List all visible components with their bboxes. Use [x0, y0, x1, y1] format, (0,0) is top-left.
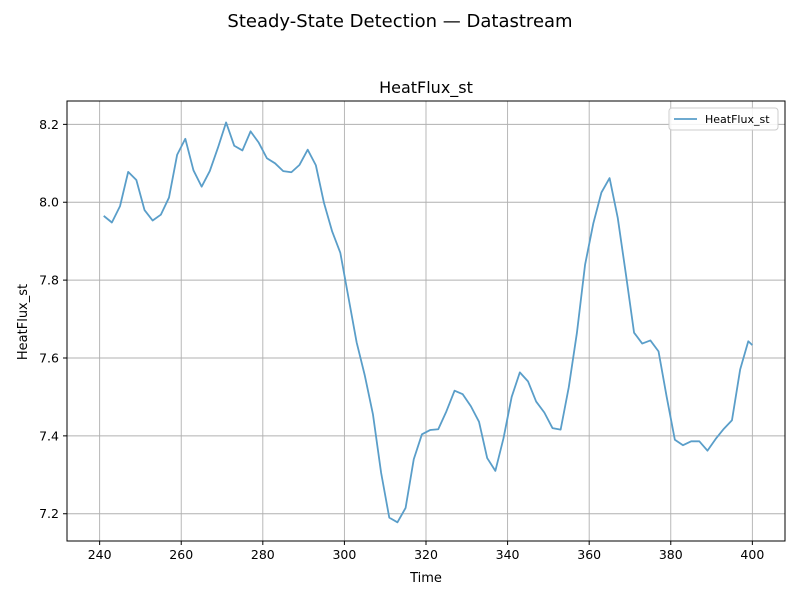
x-axis-ticks: 240 260 280 300 320 340 360 380 400	[88, 541, 764, 562]
x-axis-label: Time	[409, 571, 442, 586]
plot-area	[103, 121, 753, 524]
x-tick-label: 320	[414, 547, 438, 562]
x-tick-label: 280	[251, 547, 275, 562]
y-tick-label: 7.2	[39, 506, 59, 521]
y-tick-label: 7.4	[39, 428, 59, 443]
legend-box	[668, 107, 779, 131]
series-line	[103, 121, 753, 524]
x-tick-label: 360	[577, 547, 601, 562]
x-tick-label: 240	[88, 547, 112, 562]
x-tick-label: 380	[659, 547, 683, 562]
x-tick-label: 340	[496, 547, 520, 562]
y-axis-ticks: 7.2 7.4 7.6 7.8 8.0 8.2	[39, 117, 67, 521]
y-tick-label: 8.0	[39, 195, 59, 210]
legend-label: HeatFlux_st	[705, 113, 770, 126]
legend: HeatFlux_st	[668, 107, 779, 131]
x-tick-label: 400	[740, 547, 764, 562]
chart-title: HeatFlux_st	[379, 78, 473, 98]
y-tick-label: 7.8	[39, 273, 59, 288]
y-tick-label: 8.2	[39, 117, 59, 132]
grid-lines	[67, 101, 785, 541]
x-tick-label: 300	[332, 547, 356, 562]
figure-suptitle: Steady-State Detection — Datastream	[227, 11, 572, 32]
y-tick-label: 7.6	[39, 350, 59, 365]
y-axis-label: HeatFlux_st	[16, 284, 31, 360]
x-tick-label: 260	[169, 547, 193, 562]
